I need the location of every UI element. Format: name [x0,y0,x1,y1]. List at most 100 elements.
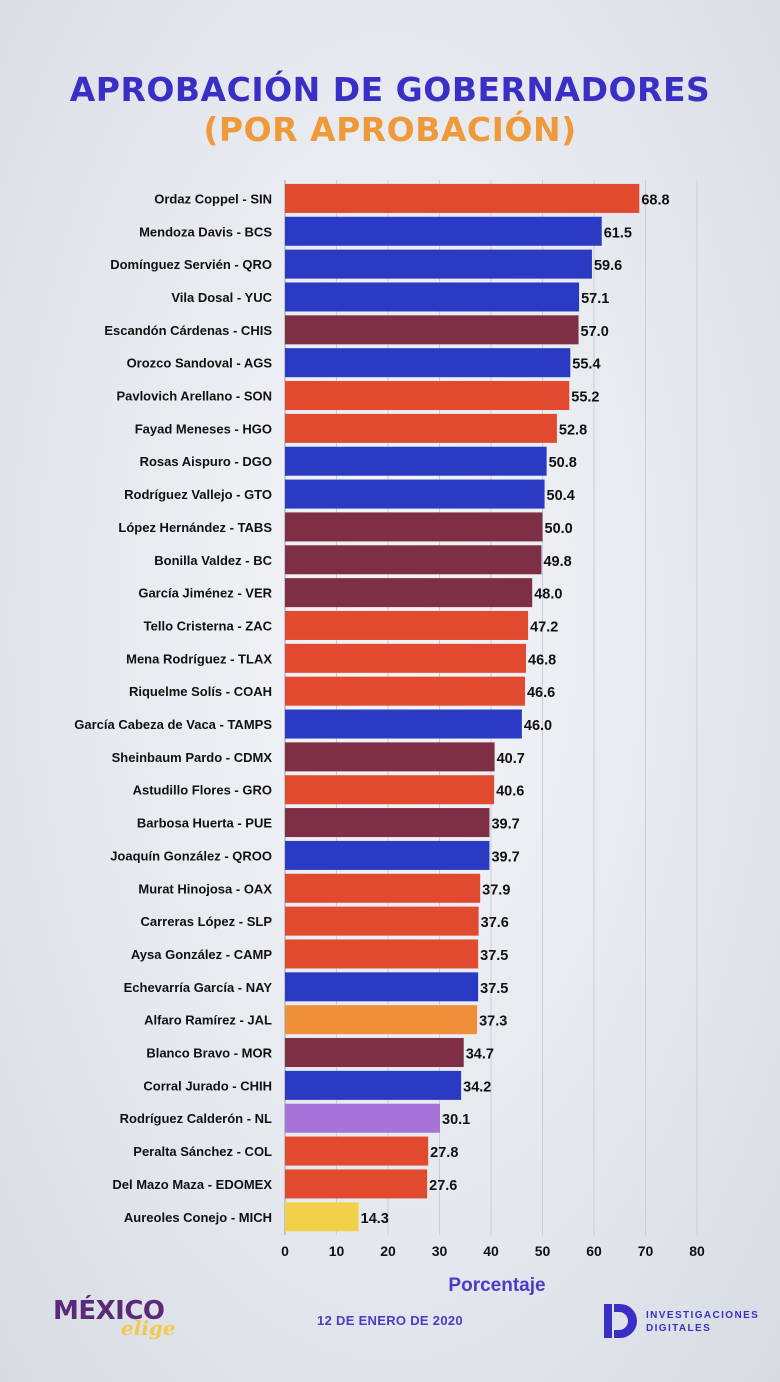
category-label: Rodríguez Calderón - NL [120,1111,272,1126]
category-label: Orozco Sandoval - AGS [127,356,273,371]
category-label: Bonilla Valdez - BC [154,553,272,568]
value-label: 50.0 [545,521,573,537]
value-label: 34.7 [466,1047,494,1063]
value-label: 39.7 [491,817,519,833]
value-label: 40.6 [496,784,524,800]
category-label: Domínguez Servién - QRO [110,257,272,272]
category-label: Joaquín González - QROO [110,848,272,863]
bar [285,183,640,213]
bar [285,676,525,706]
value-label: 46.0 [524,718,552,734]
logo-line-2: DIGITALES [646,1323,712,1334]
logo-line-1: INVESTIGACIONES [646,1310,760,1321]
bar [285,873,481,903]
bar [285,446,547,476]
value-label: 46.8 [528,652,556,668]
value-label: 37.6 [481,915,509,931]
category-label: Alfaro Ramírez - JAL [144,1013,272,1028]
x-tick-label: 80 [689,1243,705,1259]
bar [285,578,533,608]
bar [285,413,557,443]
value-label: 68.8 [641,192,669,208]
category-label: Barbosa Huerta - PUE [137,816,272,831]
value-label: 37.3 [479,1014,507,1030]
category-label: Corral Jurado - CHIH [143,1078,272,1093]
value-label: 40.7 [497,751,525,767]
value-label: 34.2 [463,1079,491,1095]
investigaciones-digitales-logo: INVESTIGACIONES DIGITALES [602,1302,772,1342]
bar [285,1005,478,1035]
bar [285,775,495,805]
category-label: Rodríguez Vallejo - GTO [124,487,272,502]
category-label: Mena Rodríguez - TLAX [126,651,272,666]
x-tick-label: 20 [380,1243,396,1259]
bar [285,808,490,838]
category-label: Escandón Cárdenas - CHIS [104,323,272,338]
category-label: García Jiménez - VER [138,586,272,601]
category-label: García Cabeza de Vaca - TAMPS [74,717,272,732]
category-label: Mendoza Davis - BCS [139,224,272,239]
category-label: Murat Hinojosa - OAX [138,881,272,896]
value-label: 55.4 [572,357,600,373]
value-label: 30.1 [442,1112,470,1128]
value-label: 47.2 [530,619,558,635]
bar [285,709,522,739]
category-label: Aysa González - CAMP [131,947,272,962]
category-label: Vila Dosal - YUC [171,290,272,305]
bar [285,381,570,411]
bar [285,249,592,279]
bar [285,1070,462,1100]
category-label: Peralta Sánchez - COL [133,1144,272,1159]
category-label: Aureoles Conejo - MICH [124,1210,272,1225]
value-label: 14.3 [361,1211,389,1227]
bar [285,610,529,640]
value-label: 37.5 [480,948,508,964]
bar [285,348,571,378]
publication-date: 12 DE ENERO DE 2020 [317,1313,463,1328]
logo-script: elige [121,1316,176,1340]
x-tick-label: 60 [586,1243,602,1259]
bar [285,1202,359,1232]
bar [285,512,543,542]
value-label: 39.7 [491,849,519,865]
value-label: 50.4 [547,488,575,504]
bar [285,939,479,969]
category-label: Sheinbaum Pardo - CDMX [112,750,273,765]
value-label: 59.6 [594,258,622,274]
bar [285,216,602,246]
bar [285,972,479,1002]
category-label: Pavlovich Arellano - SON [116,389,272,404]
value-label: 46.6 [527,685,555,701]
value-label: 52.8 [559,422,587,438]
bar [285,479,545,509]
category-label: Blanco Bravo - MOR [146,1046,272,1061]
bar [285,1169,428,1199]
value-label: 55.2 [571,390,599,406]
category-label: Ordaz Coppel - SIN [154,191,272,206]
chart-title: APROBACIÓN DE GOBERNADORES [69,70,711,109]
category-label: Carreras López - SLP [141,914,273,929]
bar [285,1136,429,1166]
value-label: 57.0 [581,324,609,340]
x-tick-label: 40 [483,1243,499,1259]
mexico-elige-logo: MÉXICO elige [53,1296,183,1346]
value-label: 27.6 [429,1178,457,1194]
value-label: 37.9 [482,882,510,898]
category-label: López Hernández - TABS [118,520,272,535]
bar [285,1038,464,1068]
x-tick-label: 30 [432,1243,448,1259]
bar [285,282,580,312]
value-label: 50.8 [549,455,577,471]
value-label: 61.5 [604,225,632,241]
bar [285,545,542,575]
bar [285,906,479,936]
chart-subtitle: (POR APROBACIÓN) [203,110,577,149]
category-label: Tello Cristerna - ZAC [144,618,273,633]
value-label: 27.8 [430,1145,458,1161]
x-axis-title: Porcentaje [448,1275,545,1296]
bar [285,1103,441,1133]
bar [285,742,495,772]
value-label: 37.5 [480,981,508,997]
category-label: Rosas Aispuro - DGO [140,454,272,469]
